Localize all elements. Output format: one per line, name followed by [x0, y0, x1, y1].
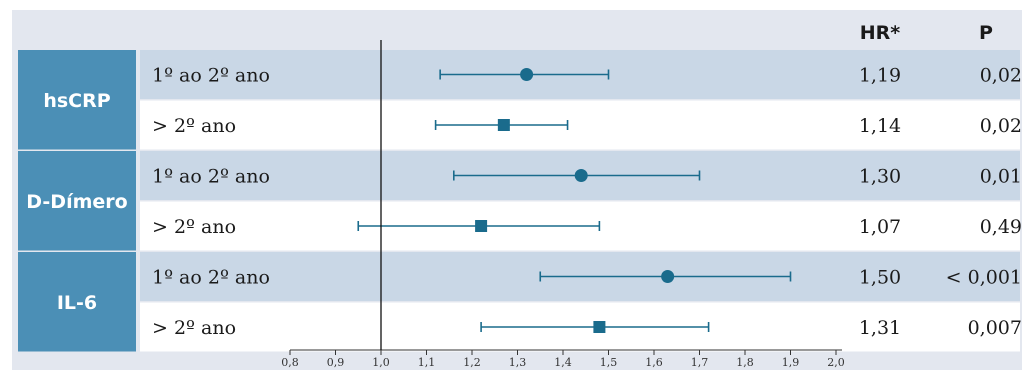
p-value-0-0: 0,02: [980, 65, 1022, 87]
estimate-point-1-0: [574, 169, 588, 182]
estimate-point-2-0: [661, 270, 675, 283]
row-label-1-0: 1º ao 2º ano: [152, 166, 270, 188]
row-label-2-1: > 2º ano: [152, 317, 236, 339]
x-tick-label-6: 1,4: [554, 356, 572, 369]
marks-layer: [357, 40, 792, 350]
x-tick-label-3: 1,1: [418, 356, 436, 369]
x-tick-label-11: 1,9: [782, 356, 800, 369]
group-label-2: IL-6: [57, 292, 97, 314]
hr-value-1-0: 1,30: [859, 166, 901, 188]
x-tick-label-7: 1,5: [600, 356, 618, 369]
header-hr: HR*: [860, 22, 901, 44]
hr-value-0-1: 1,14: [859, 115, 901, 137]
group-box-2: [18, 252, 136, 352]
x-axis: 0,8 0,9 1,0 1,1 1,2 1,3 1,4 1,5 1,6 1,7 1,8 1,9 2,0: [281, 349, 845, 369]
p-value-2-0: < 0,001: [946, 267, 1022, 289]
group-label-0: hsCRP: [43, 90, 110, 112]
x-tick-label-2: 1,0: [372, 356, 390, 369]
hr-value-2-1: 1,31: [859, 317, 901, 339]
p-value-0-1: 0,02: [980, 115, 1022, 137]
group-box-0: [18, 50, 136, 150]
x-tick-label-5: 1,3: [509, 356, 527, 369]
x-tick-label-12: 2,0: [827, 356, 845, 369]
x-tick-label-9: 1,7: [691, 356, 709, 369]
x-tick-label-1: 0,9: [327, 356, 345, 369]
estimate-point-1-1: [475, 220, 488, 232]
p-value-2-1: 0,007: [968, 317, 1022, 339]
header-p: P: [979, 22, 993, 44]
estimate-point-0-0: [520, 68, 534, 81]
x-tick-label-8: 1,6: [645, 356, 663, 369]
p-value-1-0: 0,01: [980, 166, 1022, 188]
x-tick-label-0: 0,8: [281, 356, 299, 369]
row-label-2-0: 1º ao 2º ano: [152, 267, 270, 289]
p-value-1-1: 0,49: [980, 216, 1022, 238]
group-box-1: [18, 151, 136, 251]
row-band-0-1: [140, 100, 1020, 150]
x-tick-label-4: 1,2: [463, 356, 481, 369]
row-label-0-1: > 2º ano: [152, 115, 236, 137]
hr-value-0-0: 1,19: [859, 65, 901, 87]
row-label-0-0: 1º ao 2º ano: [152, 65, 270, 87]
row-label-1-1: > 2º ano: [152, 216, 236, 238]
x-tick-label-10: 1,8: [736, 356, 754, 369]
hr-value-1-1: 1,07: [859, 216, 901, 238]
group-label-1: D-Dímero: [26, 191, 127, 213]
hr-value-2-0: 1,50: [859, 267, 901, 289]
estimate-point-2-1: [593, 321, 606, 333]
estimate-point-0-1: [497, 119, 510, 131]
